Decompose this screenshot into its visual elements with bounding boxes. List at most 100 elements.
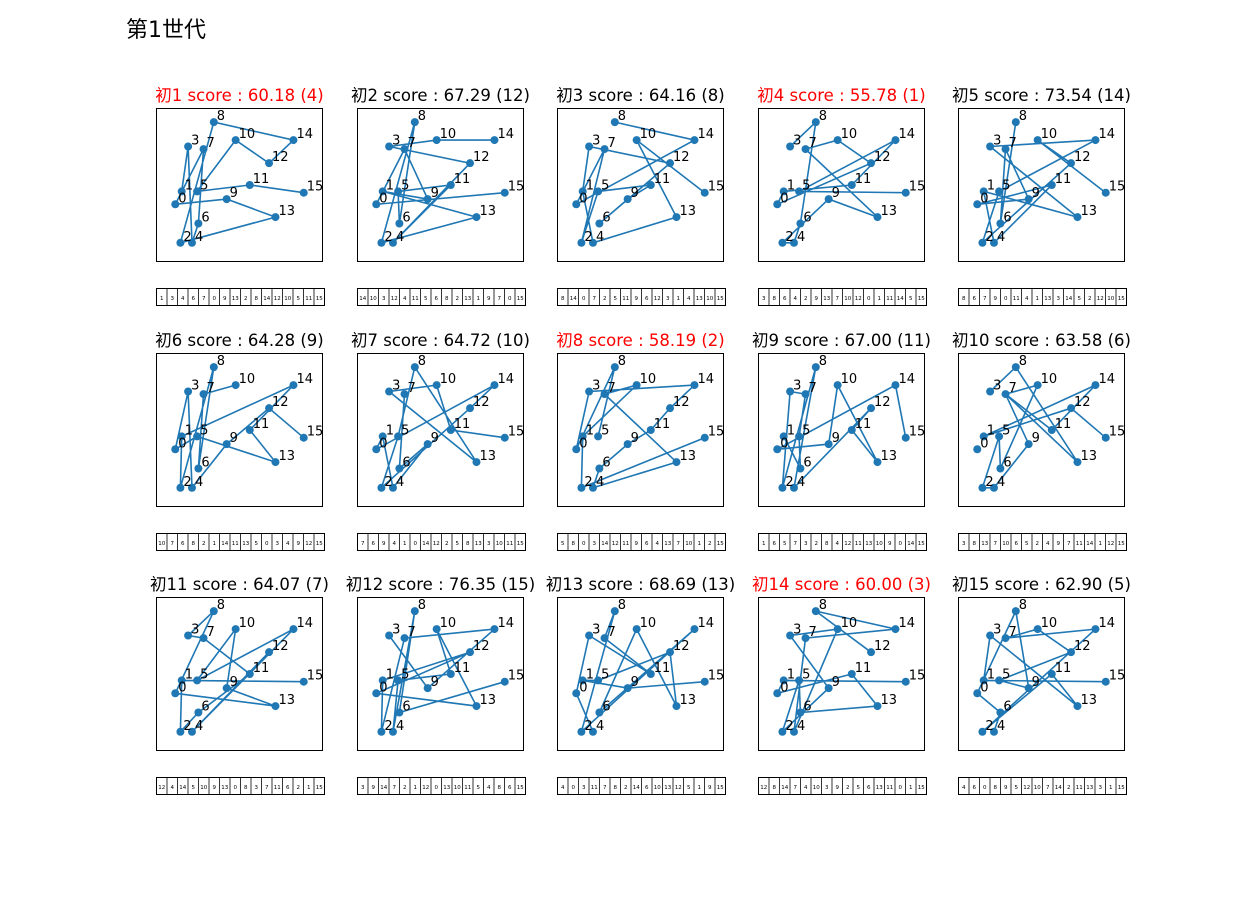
city-label: 8: [217, 354, 225, 369]
city-label: 15: [1109, 180, 1125, 195]
city-point: [193, 676, 202, 685]
city-label: 4: [195, 719, 203, 734]
city-label: 15: [307, 425, 323, 440]
strip-cell: 5: [857, 785, 861, 791]
tour-sequence-strip: 8 14 0 7 2 5 11 9 6 12 3 1 4 13 10 15: [557, 288, 726, 306]
strip-cell: 11: [622, 296, 629, 302]
strip-cell: 7: [983, 296, 987, 302]
strip-cell: 3: [487, 541, 491, 547]
strip-cell: 14: [263, 296, 270, 302]
strip-cell: 12: [855, 296, 862, 302]
strip-cell: 6: [867, 785, 871, 791]
strip-cell: 4: [393, 541, 397, 547]
city-point: [1091, 136, 1100, 145]
strip-cell: 3: [276, 541, 280, 547]
city-point: [395, 464, 404, 473]
tour-line: [174, 366, 305, 490]
city-label: 10: [640, 616, 657, 631]
strip-cell: 10: [813, 785, 820, 791]
city-label: 4: [797, 719, 805, 734]
city-label: 14: [697, 372, 714, 387]
city-point: [623, 684, 632, 693]
tour-sequence-strip: 3 8 6 4 2 9 13 7 10 12 0 1 11 14 5 15: [758, 288, 927, 306]
strip-cell: 12: [391, 296, 398, 302]
city-point: [231, 625, 240, 634]
city-point: [423, 440, 432, 449]
city-point: [578, 187, 587, 196]
city-point: [490, 136, 499, 145]
city-label: 14: [296, 616, 313, 631]
strip-cell: 8: [614, 785, 618, 791]
city-point: [801, 634, 810, 643]
strip-cell: 5: [783, 541, 787, 547]
city-point: [289, 381, 298, 390]
city-point: [795, 432, 804, 441]
city-point: [194, 464, 203, 473]
city-label: 1: [987, 667, 995, 682]
city-label: 13: [278, 204, 295, 219]
city-label: 13: [1080, 204, 1097, 219]
strip-cell: 7: [265, 785, 269, 791]
city-label: 10: [841, 127, 858, 142]
strip-cell: 4: [286, 541, 290, 547]
strip-cell: 9: [708, 785, 712, 791]
city-label: 7: [809, 625, 817, 640]
city-point: [891, 136, 900, 145]
strip-cell: 15: [1118, 296, 1125, 302]
city-label: 9: [631, 675, 639, 690]
city-label: 9: [1032, 186, 1040, 201]
strip-cell: 14: [781, 785, 788, 791]
strip-cell: 8: [994, 785, 998, 791]
city-point: [789, 238, 798, 247]
strip-cell: 0: [582, 541, 586, 547]
strip-cell: 13: [1044, 296, 1051, 302]
city-label: 5: [1002, 178, 1010, 193]
city-label: 13: [880, 449, 897, 464]
city-label: 3: [592, 623, 600, 638]
city-point: [194, 219, 203, 228]
strip-cell: 15: [918, 785, 925, 791]
city-label: 2: [985, 230, 993, 245]
tour-sequence-strip: 12 4 14 5 10 9 13 0 8 3 7 11 6 2 1 15: [156, 777, 325, 795]
city-label: 15: [307, 669, 323, 684]
city-point: [632, 136, 641, 145]
tour-line: [574, 121, 706, 244]
plot-frame: [357, 108, 524, 262]
city-point: [901, 677, 910, 686]
city-point: [199, 145, 208, 154]
strip-cell: 8: [962, 296, 966, 302]
strip-cell: 4: [171, 785, 175, 791]
city-label: 14: [296, 127, 313, 142]
city-point: [410, 363, 419, 372]
strip-cell: 10: [200, 785, 207, 791]
city-label: 10: [841, 616, 858, 631]
city-point: [801, 390, 810, 399]
strip-cell: 1: [677, 296, 681, 302]
city-point: [490, 381, 499, 390]
city-label: 12: [673, 395, 690, 410]
city-point: [394, 187, 403, 196]
city-point: [989, 483, 998, 492]
strip-cell: 6: [973, 785, 977, 791]
city-point: [177, 432, 186, 441]
panel-title: 初8 score : 58.19 (2): [556, 331, 725, 350]
panel-title: 初13 score : 68.69 (13): [545, 575, 736, 594]
city-point: [666, 404, 675, 413]
city-label: 14: [898, 127, 915, 142]
city-point: [1073, 213, 1082, 222]
strip-cell: 15: [717, 296, 724, 302]
city-point: [901, 188, 910, 197]
strip-cell: 14: [380, 785, 387, 791]
strip-cell: 7: [677, 541, 681, 547]
plot-frame: [156, 108, 323, 262]
city-point: [171, 200, 180, 209]
city-label: 3: [392, 134, 400, 149]
strip-cell: 5: [1015, 785, 1019, 791]
strip-cell: 12: [158, 785, 165, 791]
city-point: [996, 708, 1005, 717]
strip-cell: 13: [1086, 785, 1093, 791]
city-label: 7: [608, 625, 616, 640]
strip-cell: 6: [508, 785, 512, 791]
strip-cell: 12: [654, 296, 661, 302]
